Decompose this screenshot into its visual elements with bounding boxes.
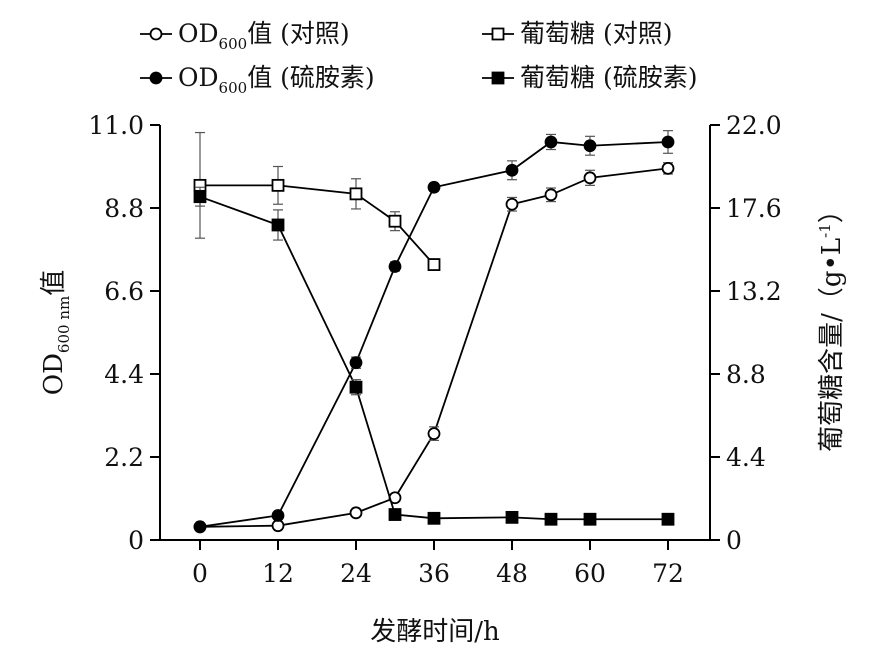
- x-tick-label: 36: [418, 559, 450, 588]
- data-point: [505, 510, 519, 524]
- data-point: [661, 512, 675, 526]
- data-point: [271, 178, 285, 192]
- data-point: [388, 214, 402, 228]
- y-tick-label-right: 13.2: [726, 277, 782, 306]
- tick-labels: 0 12 24 36 48 60 72 0 2.2 4.4 6.6 8.8 11.0 0 4.4 8.8 13.…: [88, 111, 781, 588]
- data-point: [661, 135, 675, 149]
- data-point: [427, 180, 441, 194]
- legend-marker: [491, 27, 505, 41]
- data-point: [544, 512, 558, 526]
- legend-item-1: OD600值 (对照): [140, 19, 350, 53]
- data-point: [544, 188, 558, 202]
- series-line: [199, 195, 668, 521]
- data-point: [583, 139, 597, 153]
- data-point: [544, 135, 558, 149]
- legend-label: OD600值 (对照): [178, 19, 350, 53]
- data-point: [505, 197, 519, 211]
- data-point: [271, 218, 285, 232]
- series-4: [193, 186, 675, 526]
- data-point: [583, 512, 597, 526]
- x-tick-label: 48: [496, 559, 528, 588]
- axes: [150, 124, 720, 550]
- data-point: [193, 190, 207, 204]
- x-tick-label: 24: [340, 559, 372, 588]
- data-point: [349, 380, 363, 394]
- legend-item-4: 葡萄糖 (硫胺素): [482, 63, 697, 92]
- y-tick-label-right: 4.4: [726, 443, 766, 472]
- data-point: [427, 511, 441, 525]
- data-point: [193, 520, 207, 534]
- legend: OD600值 (对照) 葡萄糖 (对照) OD600值 (硫胺素) 葡萄糖 (硫胺素): [140, 19, 697, 97]
- y-axis-title-left: OD600 nm值: [39, 270, 73, 395]
- legend-marker: [149, 71, 163, 85]
- legend-label: 葡萄糖 (硫胺素): [520, 63, 697, 92]
- data-point: [349, 506, 363, 520]
- y-axis-title-right: 葡萄糖含量/（g•L-1）: [816, 197, 847, 452]
- x-tick-label: 0: [192, 559, 208, 588]
- series-3: [193, 130, 675, 534]
- data-point: [271, 509, 285, 522]
- legend-marker: [149, 27, 163, 41]
- data-point: [388, 508, 402, 521]
- x-tick-label: 72: [652, 559, 684, 588]
- y-tick-label-left: 2.2: [104, 443, 144, 472]
- data-point: [427, 427, 441, 441]
- y-tick-label-right: 22.0: [726, 111, 782, 140]
- y-tick-label-right: 17.6: [726, 194, 782, 223]
- y-tick-label-left: 0: [128, 526, 144, 555]
- y-tick-label-left: 11.0: [88, 111, 144, 140]
- data-point: [349, 187, 363, 201]
- y-tick-label-left: 6.6: [104, 277, 144, 306]
- x-axis-title: 发酵时间/h: [370, 617, 500, 647]
- series-1: [193, 161, 675, 534]
- axis-titles: 发酵时间/h OD600 nm值 葡萄糖含量/（g•L-1）: [39, 197, 847, 647]
- data-point: [505, 163, 519, 177]
- legend-label: OD600值 (硫胺素): [178, 63, 375, 97]
- y-tick-label-right: 0: [726, 526, 742, 555]
- data-point: [427, 258, 441, 271]
- x-tick-label: 60: [574, 559, 606, 588]
- y-tick-label-left: 8.8: [104, 194, 144, 223]
- x-tick-label: 12: [262, 559, 294, 588]
- data-point: [661, 161, 675, 175]
- data-point: [388, 260, 402, 273]
- y-tick-label-right: 8.8: [726, 360, 766, 389]
- series-line: [199, 141, 669, 528]
- legend-marker: [491, 71, 505, 85]
- legend-item-2: 葡萄糖 (对照): [482, 19, 672, 48]
- legend-item-3: OD600值 (硫胺素): [140, 63, 375, 97]
- data-point: [583, 171, 597, 185]
- series-group: [193, 130, 675, 534]
- series-2: [193, 131, 441, 271]
- data-point: [349, 356, 363, 370]
- y-tick-label-left: 4.4: [104, 360, 144, 389]
- legend-label: 葡萄糖 (对照): [520, 19, 672, 48]
